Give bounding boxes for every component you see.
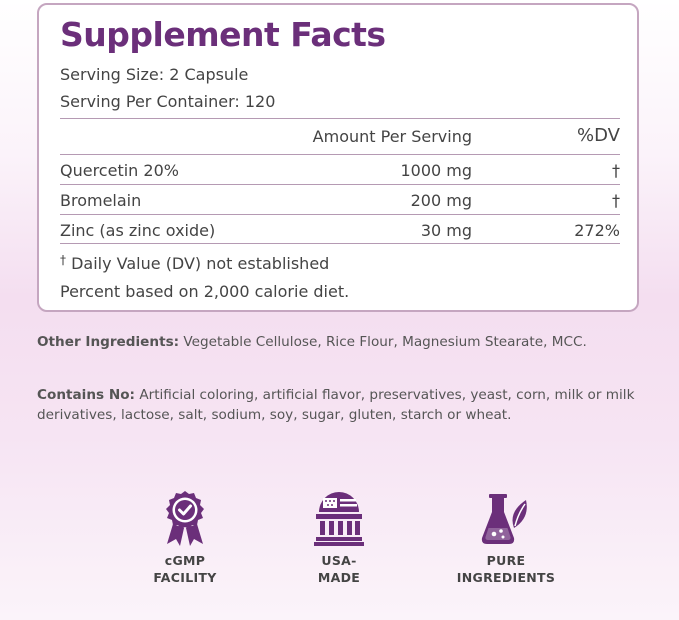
other-ingredients: Other Ingredients: Vegetable Cellulose, … — [37, 332, 637, 352]
flask-leaf-icon — [481, 494, 527, 544]
other-ingredients-label: Other Ingredients: — [37, 334, 180, 350]
facts-divider — [60, 243, 620, 244]
badge-cgmp-line1: cGMP — [164, 553, 206, 568]
award-ribbon-icon — [166, 491, 204, 546]
contains-no-label: Contains No: — [37, 387, 135, 403]
dv-column-header: %DV — [577, 125, 620, 146]
other-ingredients-text: Vegetable Cellulose, Rice Flour, Magnesi… — [183, 334, 587, 350]
badge-usa-line1: USA- — [321, 553, 357, 568]
ingredient-amount: 200 mg — [410, 191, 472, 210]
badge-cgmp-line2: FACILITY — [153, 570, 217, 585]
facts-header-row: Amount Per Serving %DV — [60, 118, 620, 148]
usa-flag-building-icon — [314, 492, 364, 546]
table-row: Bromelain 200 mg † — [60, 184, 620, 214]
contains-no-text: Artificial coloring, artificial flavor, … — [37, 387, 635, 423]
badge-pure-line1: PURE — [486, 553, 526, 568]
badge-pure-line2: INGREDIENTS — [456, 570, 556, 585]
ingredient-amount: 30 mg — [420, 221, 472, 240]
ingredient-dv: † — [612, 191, 620, 210]
ingredient-name: Zinc (as zinc oxide) — [60, 221, 216, 240]
badge-usa-line2: MADE — [317, 570, 361, 585]
ingredient-amount: 1000 mg — [400, 161, 472, 180]
dv-footnote-text: Daily Value (DV) not established — [71, 254, 330, 273]
facts-title: Supplement Facts — [60, 15, 386, 54]
badge-pure-ingredients: PURE INGREDIENTS — [436, 490, 576, 586]
dv-footnote: † Daily Value (DV) not established — [60, 253, 330, 273]
table-row: Quercetin 20% 1000 mg † — [60, 154, 620, 184]
dagger-symbol: † — [60, 253, 66, 267]
supplement-facts-panel: Supplement Facts Serving Size: 2 Capsule… — [37, 3, 639, 312]
badge-cgmp: cGMP FACILITY — [130, 490, 240, 586]
serving-size: Serving Size: 2 Capsule — [60, 65, 249, 84]
calorie-footnote: Percent based on 2,000 calorie diet. — [60, 282, 350, 301]
contains-no: Contains No: Artificial coloring, artifi… — [37, 385, 637, 425]
ingredient-dv: 272% — [574, 221, 620, 240]
servings-per-container: Serving Per Container: 120 — [60, 92, 276, 111]
table-row: Zinc (as zinc oxide) 30 mg 272% — [60, 214, 620, 244]
ingredient-dv: † — [612, 161, 620, 180]
ingredient-name: Quercetin 20% — [60, 161, 179, 180]
amount-column-header: Amount Per Serving — [312, 127, 472, 146]
ingredient-name: Bromelain — [60, 191, 142, 210]
badge-usa-made: USA- MADE — [284, 490, 394, 586]
